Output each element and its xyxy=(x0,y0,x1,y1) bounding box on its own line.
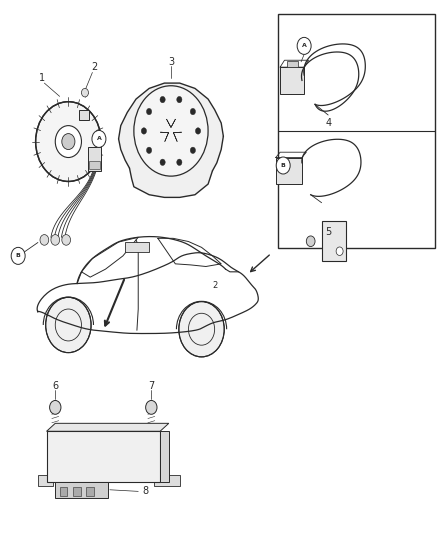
Bar xyxy=(287,61,297,67)
Circle shape xyxy=(46,297,91,353)
Polygon shape xyxy=(46,423,169,431)
Bar xyxy=(125,241,149,252)
Text: 7: 7 xyxy=(148,381,155,391)
Bar xyxy=(73,487,81,496)
Bar xyxy=(38,475,53,486)
Text: 3: 3 xyxy=(168,57,174,67)
Text: 4: 4 xyxy=(325,118,331,128)
Circle shape xyxy=(190,108,195,115)
Circle shape xyxy=(62,235,71,245)
Text: 2: 2 xyxy=(212,280,217,289)
Circle shape xyxy=(190,147,195,154)
Circle shape xyxy=(51,235,60,245)
Circle shape xyxy=(141,128,147,134)
Circle shape xyxy=(179,302,224,357)
Circle shape xyxy=(177,96,182,103)
Bar xyxy=(153,475,180,486)
Text: 6: 6 xyxy=(52,381,58,391)
Bar xyxy=(321,221,346,261)
Circle shape xyxy=(336,247,343,255)
Circle shape xyxy=(146,108,152,115)
Text: B: B xyxy=(16,253,21,259)
Text: 2: 2 xyxy=(92,62,98,72)
Circle shape xyxy=(297,37,311,54)
Text: B: B xyxy=(281,163,286,168)
Circle shape xyxy=(146,400,157,414)
Circle shape xyxy=(62,134,75,150)
Circle shape xyxy=(177,159,182,165)
Circle shape xyxy=(134,86,208,176)
Bar xyxy=(88,147,101,171)
Bar xyxy=(276,158,302,184)
Circle shape xyxy=(13,249,23,262)
Circle shape xyxy=(146,147,152,154)
Text: 1: 1 xyxy=(39,73,45,83)
Circle shape xyxy=(81,88,88,97)
Circle shape xyxy=(49,400,61,414)
Circle shape xyxy=(195,128,201,134)
Circle shape xyxy=(55,126,81,158)
Bar xyxy=(86,487,94,496)
Circle shape xyxy=(160,96,165,103)
Text: 5: 5 xyxy=(325,227,331,237)
Text: A: A xyxy=(96,136,101,141)
Bar xyxy=(89,161,100,169)
Circle shape xyxy=(40,235,49,245)
Circle shape xyxy=(306,236,315,247)
Bar xyxy=(55,482,108,498)
Circle shape xyxy=(160,159,165,165)
Polygon shape xyxy=(160,431,169,482)
Text: A: A xyxy=(302,43,307,49)
Polygon shape xyxy=(119,83,223,197)
Circle shape xyxy=(92,131,106,148)
Bar xyxy=(46,431,160,482)
Text: 8: 8 xyxy=(143,487,149,496)
Circle shape xyxy=(11,247,25,264)
Bar xyxy=(79,110,89,120)
Bar xyxy=(278,14,435,248)
Bar xyxy=(60,487,67,496)
Circle shape xyxy=(276,157,290,174)
Circle shape xyxy=(35,102,101,181)
Bar xyxy=(280,67,304,94)
